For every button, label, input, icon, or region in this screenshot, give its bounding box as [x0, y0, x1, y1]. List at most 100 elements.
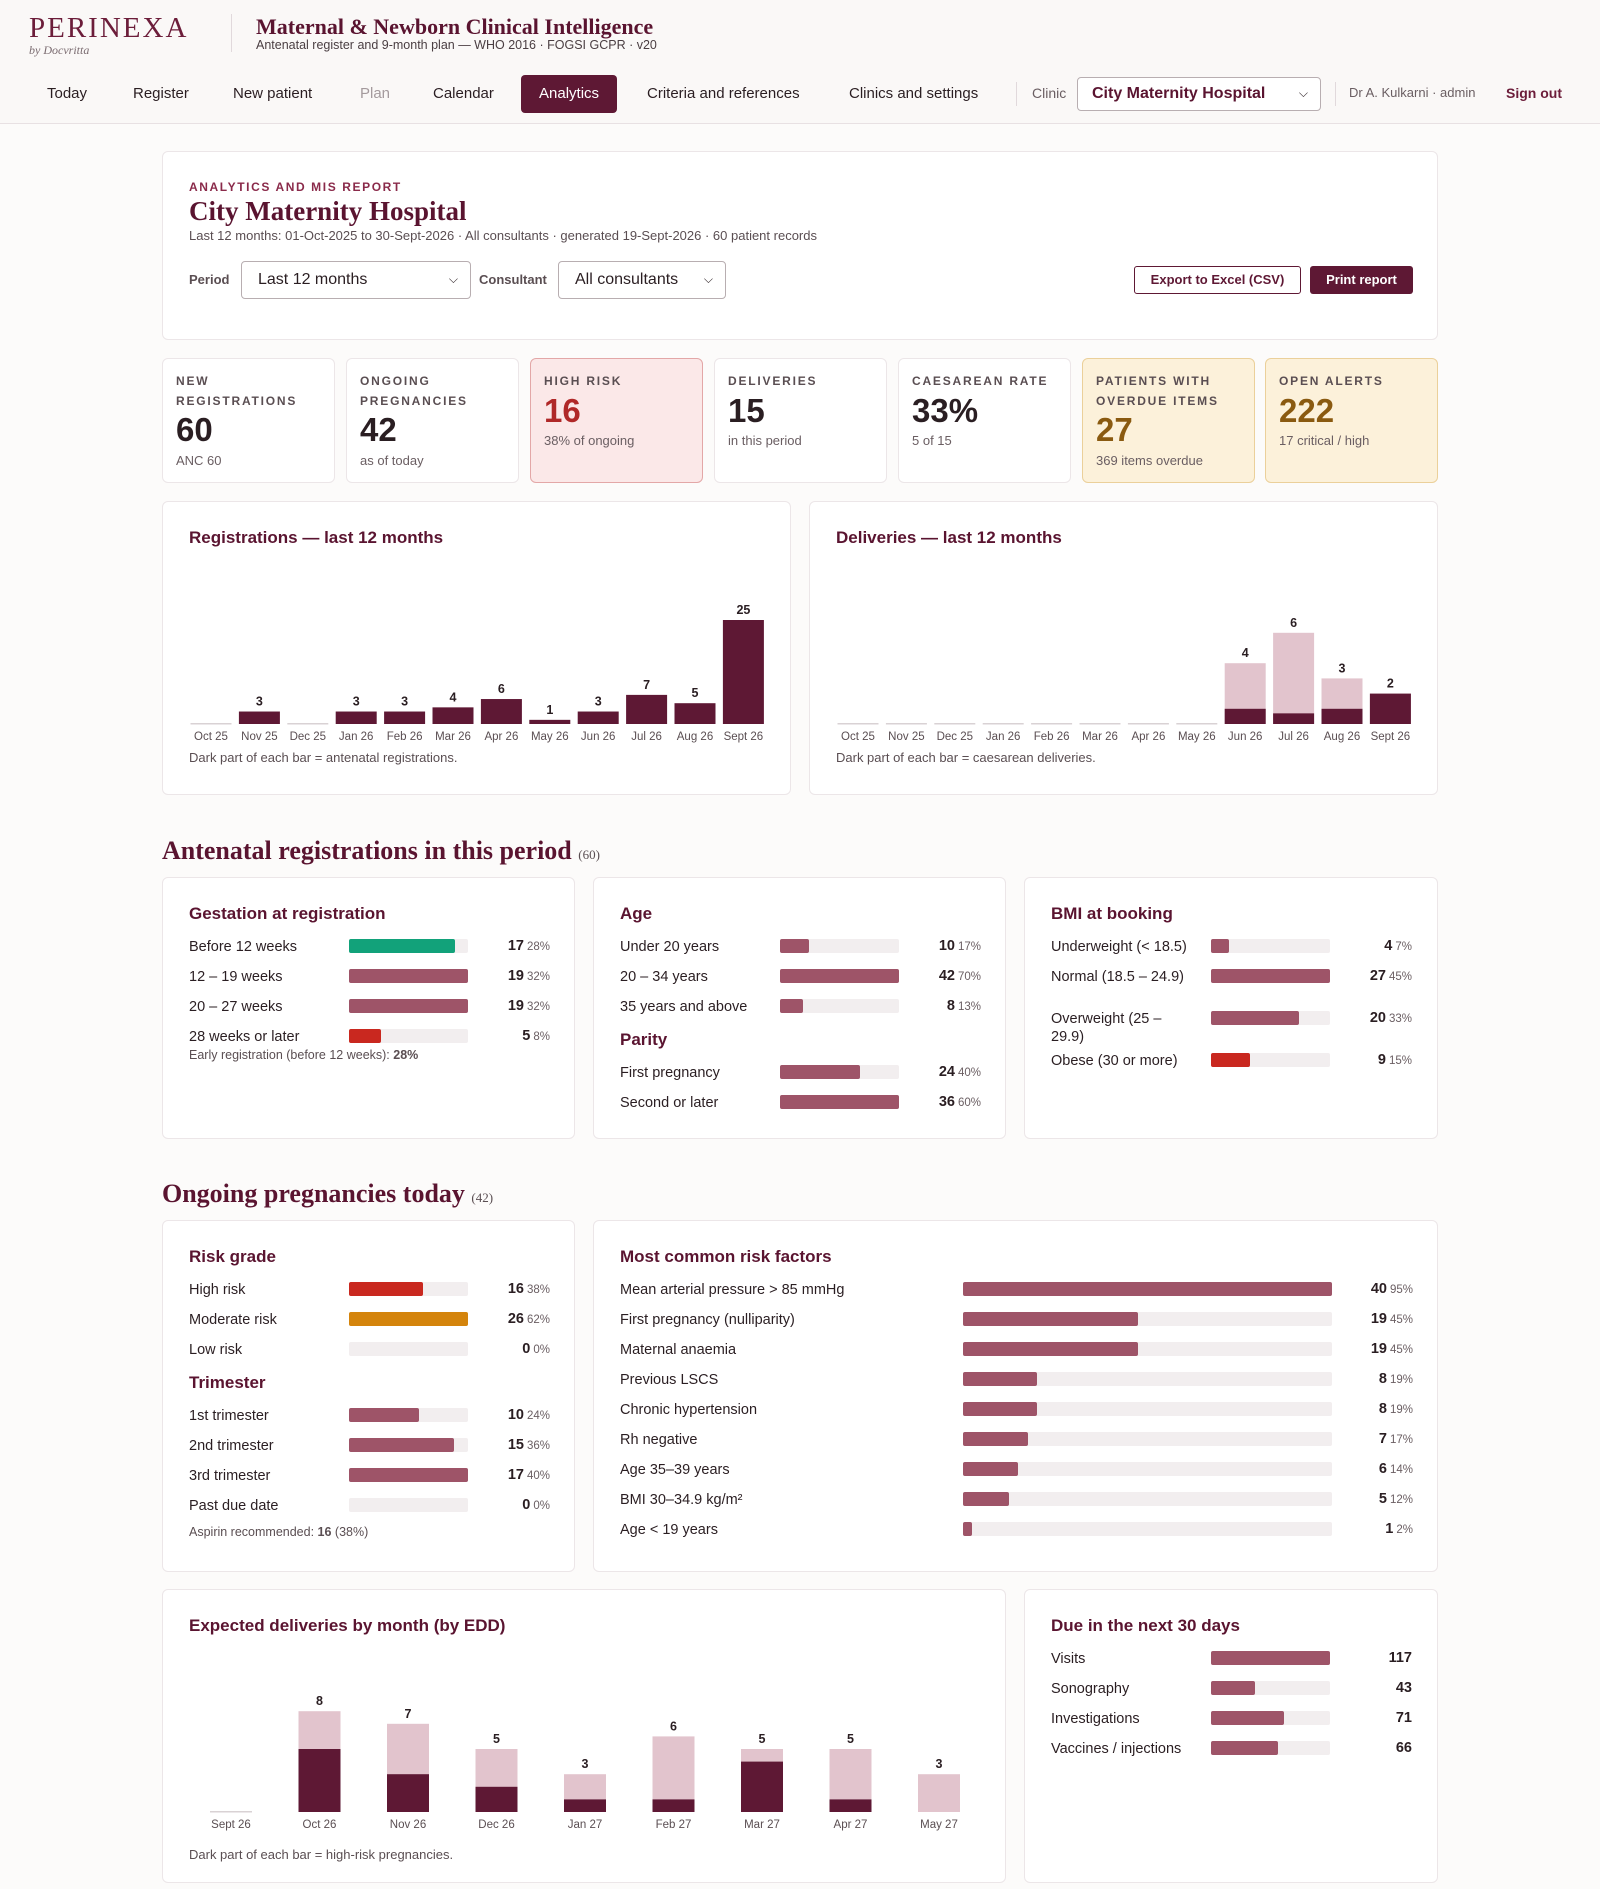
x-tick-label: Oct 25: [194, 731, 228, 743]
row-percent: 7%: [1395, 941, 1412, 953]
x-tick-label: Jun 26: [1228, 731, 1263, 743]
chart-note: Dark part of each bar = caesarean delive…: [836, 750, 1096, 765]
row-bar-fill: [349, 1468, 468, 1482]
row-label: Obese (30 or more): [1051, 1053, 1178, 1069]
kpi-note: ANC 60: [176, 453, 222, 468]
kpi-value: 42: [360, 411, 397, 448]
bar-value-label: 3: [595, 695, 602, 709]
header-divider: [231, 14, 232, 52]
row-bar-track: [963, 1492, 1332, 1506]
nav-calendar[interactable]: Calendar: [433, 85, 494, 102]
kpi-high-risk[interactable]: HIGH RISK 16 38% of ongoing: [530, 358, 703, 483]
kpi-label: PATIENTS WITH OVERDUE ITEMS: [1096, 374, 1219, 408]
row-bar-fill: [963, 1312, 1138, 1326]
row-percent: 19%: [1389, 1404, 1413, 1416]
bar: [674, 703, 716, 724]
stat-row: Low risk 0 0%: [189, 1338, 550, 1362]
bar-value-label: 3: [1339, 661, 1346, 675]
stat-row: Sonography 43: [1051, 1677, 1412, 1701]
row-percent: 19%: [1389, 1374, 1413, 1386]
kpi-note: 5 of 15: [912, 433, 952, 448]
row-bar-fill: [780, 1065, 860, 1079]
row-label: Moderate risk: [189, 1312, 277, 1328]
row-bar-fill: [1211, 1681, 1255, 1695]
row-percent: 13%: [957, 1001, 981, 1013]
row-label: Rh negative: [620, 1432, 698, 1448]
nav-plan: Plan: [360, 85, 391, 102]
row-bar-fill: [963, 1372, 1037, 1386]
kpi-label: OPEN ALERTS: [1279, 374, 1384, 388]
bar: [722, 620, 764, 724]
row-bar-fill: [1211, 1651, 1330, 1665]
row-value: 7 17%: [1379, 1431, 1413, 1447]
bar-total: [1273, 632, 1315, 724]
print-report-button[interactable]: Print report: [1310, 266, 1413, 294]
row-label: 2nd trimester: [189, 1438, 274, 1454]
bar: [529, 719, 571, 724]
bar-value-label: 5: [493, 1732, 500, 1746]
kpi-caesarean-rate[interactable]: CAESAREAN RATE 33% 5 of 15: [898, 358, 1071, 483]
nav-divider: [1335, 82, 1336, 106]
stat-row: Obese (30 or more) 9 15%: [1051, 1049, 1412, 1073]
nav-new-patient[interactable]: New patient: [233, 85, 313, 102]
kpi-overdue-items[interactable]: PATIENTS WITH OVERDUE ITEMS 27 369 items…: [1082, 358, 1255, 483]
row-percent: 38%: [526, 1284, 550, 1296]
row-bar-fill: [963, 1522, 972, 1536]
row-value: 4 7%: [1384, 938, 1412, 954]
kpi-open-alerts[interactable]: OPEN ALERTS 222 17 critical / high: [1265, 358, 1438, 483]
row-label: Underweight (< 18.5): [1051, 939, 1187, 955]
bar-highlight: [741, 1761, 783, 1812]
sign-out-link[interactable]: Sign out: [1506, 85, 1562, 101]
x-tick-label: Feb 26: [387, 731, 423, 743]
bar-value-label: 25: [736, 603, 750, 617]
row-label: First pregnancy: [620, 1065, 720, 1081]
row-bar-track: [1211, 1681, 1330, 1695]
x-tick-label: Sept 26: [1371, 731, 1411, 743]
nav-register[interactable]: Register: [133, 85, 189, 102]
x-tick-label: Feb 27: [656, 1819, 692, 1831]
row-count: 27: [1369, 968, 1386, 984]
stat-row: First pregnancy (nulliparity) 19 45%: [620, 1308, 1413, 1332]
row-bar-track: [780, 939, 899, 953]
bar-value-label: 3: [401, 695, 408, 709]
row-value: 40 95%: [1371, 1281, 1413, 1297]
bar: [335, 711, 377, 724]
stat-row: 1st trimester 10 24%: [189, 1404, 550, 1428]
row-count: 42: [938, 968, 955, 984]
kpi-new-registrations[interactable]: NEW REGISTRATIONS 60 ANC 60: [162, 358, 335, 483]
row-count: 10: [507, 1407, 524, 1423]
bar-value-label: 5: [847, 1732, 854, 1746]
chevron-down-icon: ⌵: [448, 272, 458, 286]
kpi-ongoing-pregnancies[interactable]: ONGOING PREGNANCIES 42 as of today: [346, 358, 519, 483]
nav-analytics[interactable]: Analytics: [521, 75, 618, 113]
brand-logo[interactable]: PERINEXA by Docvritta: [29, 12, 188, 58]
stat-row: Past due date 0 0%: [189, 1494, 550, 1518]
row-bar-track: [349, 999, 468, 1013]
row-percent: 45%: [1389, 1314, 1413, 1326]
clinic-select[interactable]: City Maternity Hospital ⌵: [1077, 77, 1321, 111]
row-percent: 40%: [957, 1067, 981, 1079]
row-bar-fill: [349, 939, 455, 953]
risk-grade-card: Risk grade Trimester Aspirin recommended…: [162, 1220, 575, 1572]
stat-row: Visits 117: [1051, 1647, 1412, 1671]
row-value: 24 40%: [939, 1064, 981, 1080]
consultant-select[interactable]: All consultants ⌵: [558, 261, 726, 299]
card-title: Gestation at registration: [189, 904, 386, 923]
consultant-select-value: All consultants: [575, 271, 679, 288]
export-csv-button[interactable]: Export to Excel (CSV): [1134, 266, 1301, 294]
row-label: Chronic hypertension: [620, 1402, 758, 1418]
nav-clinics[interactable]: Clinics and settings: [849, 85, 979, 102]
row-value: 8 19%: [1379, 1401, 1413, 1417]
bar-highlight: [829, 1799, 872, 1812]
bar-highlight: [387, 1774, 429, 1812]
bar: [384, 711, 426, 724]
nav-criteria[interactable]: Criteria and references: [647, 85, 800, 102]
row-percent: 2%: [1396, 1524, 1413, 1536]
period-select[interactable]: Last 12 months ⌵: [241, 261, 471, 299]
x-tick-label: Jan 27: [568, 1819, 603, 1831]
kpi-deliveries[interactable]: DELIVERIES 15 in this period: [714, 358, 887, 483]
bar-highlight: [564, 1799, 606, 1812]
chart-note: Dark part of each bar = high-risk pregna…: [189, 1847, 454, 1862]
bar-value-label: 5: [759, 1732, 766, 1746]
nav-today[interactable]: Today: [47, 85, 88, 102]
